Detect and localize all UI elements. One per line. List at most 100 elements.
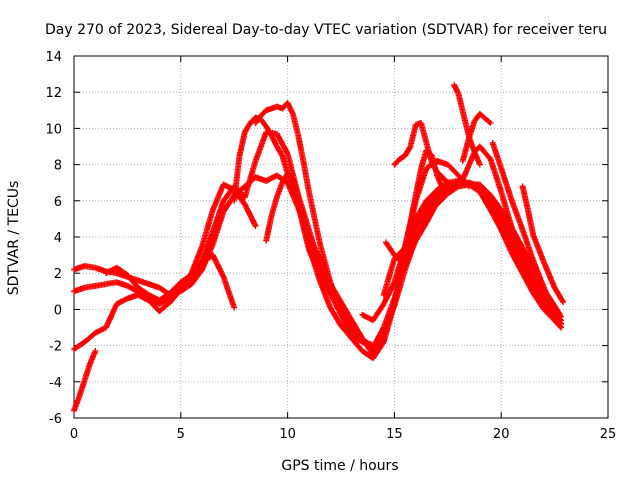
series-track-14 (459, 110, 494, 164)
data-point (124, 282, 140, 294)
data-point (113, 264, 130, 278)
data-point (167, 280, 183, 297)
y-tick-label: -6 (49, 412, 62, 427)
data-point (284, 170, 295, 181)
data-point (188, 258, 205, 279)
x-tick-label: 0 (70, 427, 78, 442)
x-tick-label: 20 (493, 427, 510, 442)
axes: 0 5 10 15 20 25 -6 -4 -2 0 2 4 6 8 10 12 14 (45, 50, 616, 442)
x-tick-label: 25 (600, 427, 617, 442)
data-point (540, 284, 558, 315)
data-point (348, 322, 365, 342)
data-point (305, 188, 323, 244)
data-point (71, 394, 82, 414)
data-point (199, 208, 216, 250)
data-point (305, 243, 323, 282)
data-point (412, 217, 429, 242)
data-point (263, 213, 275, 244)
data-point (370, 340, 386, 362)
data-point (428, 159, 440, 174)
data-point (508, 250, 525, 275)
series-track-15 (489, 139, 565, 324)
data-point (519, 183, 531, 212)
data-point (338, 322, 354, 341)
data-point (81, 362, 93, 383)
data-point (295, 132, 307, 165)
data-point (370, 331, 386, 349)
data-point (241, 159, 259, 201)
data-point (476, 188, 493, 212)
data-point (236, 130, 248, 159)
data-point (156, 300, 172, 315)
data-point (289, 176, 301, 199)
data-point (81, 330, 98, 345)
y-tick-label: 12 (45, 86, 62, 101)
data-point (156, 290, 172, 304)
data-point (466, 119, 478, 141)
data-point (220, 273, 237, 310)
data-point (519, 257, 536, 283)
data-point (87, 349, 98, 367)
data-point (177, 281, 194, 295)
data-point (220, 184, 237, 204)
data-point (316, 277, 333, 310)
data-point (402, 237, 419, 273)
y-tick-label: 4 (54, 231, 62, 246)
data-point (327, 304, 344, 328)
data-point (418, 119, 430, 145)
x-axis-label: GPS time / hours (281, 458, 398, 474)
data-point (273, 143, 285, 158)
x-tick-label: 10 (279, 427, 296, 442)
data-point (551, 310, 564, 323)
data-point (300, 219, 312, 248)
data-point (402, 144, 413, 159)
data-point (519, 270, 536, 295)
data-point (407, 193, 419, 226)
x-tick-label: 15 (386, 427, 403, 442)
data-point (92, 348, 99, 355)
y-tick-label: 10 (45, 122, 62, 137)
data-point (135, 284, 151, 298)
y-tick-label: 0 (54, 303, 62, 318)
data-point (498, 226, 515, 250)
data-point (519, 226, 536, 263)
data-point (209, 252, 226, 279)
data-point (540, 259, 558, 290)
data-point (487, 156, 504, 194)
data-point (498, 188, 515, 230)
y-axis-label: SDTVAR / TECUs (6, 181, 22, 296)
series-track-1 (71, 348, 99, 414)
data-point (530, 277, 547, 299)
data-point (476, 161, 483, 168)
data-point (209, 199, 227, 235)
data-point (434, 191, 450, 208)
data-point (156, 296, 172, 307)
data-point (476, 143, 493, 162)
data-point (489, 139, 504, 170)
data-point (177, 272, 194, 286)
series-track-4 (71, 172, 387, 358)
data-point (370, 302, 386, 324)
data-point (284, 100, 296, 116)
data-point (71, 339, 87, 353)
data-point (124, 272, 141, 290)
chart-title: Day 270 of 2023, Sidereal Day-to-day VTE… (45, 22, 607, 38)
y-tick-label: 14 (45, 50, 62, 65)
data-point (412, 208, 429, 231)
series-track-16 (519, 183, 567, 306)
data-point (300, 159, 312, 194)
data-point (487, 119, 494, 126)
y-tick-label: -4 (49, 376, 62, 391)
data-point (423, 188, 440, 204)
data-point (257, 116, 269, 129)
data-point (391, 157, 402, 168)
data-point (199, 230, 216, 264)
data-point (396, 153, 408, 163)
series-track-3 (71, 181, 259, 307)
data-point (135, 288, 151, 301)
data-point (257, 108, 269, 119)
data-point (268, 195, 280, 219)
data-point (551, 284, 566, 304)
data-point (113, 296, 130, 307)
